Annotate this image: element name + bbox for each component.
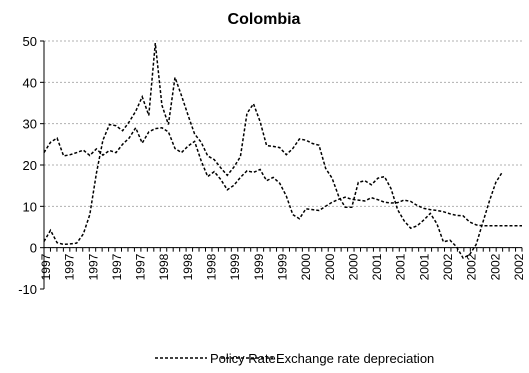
axes: -10 0 10 20 30 40 50 1997 1997 1997 1997 1997 1998 19… [18,34,526,297]
x-tick-label: 1999 [252,253,266,280]
x-tick-label: 2000 [346,253,360,280]
gridlines [44,40,522,249]
series-lines [43,43,522,259]
y-tick-label: 50 [23,34,37,49]
x-tick-label: 1998 [181,253,195,280]
x-tick-label: 2001 [370,253,384,280]
x-tick-label: 2002 [465,253,479,280]
series-line-exchange-rate-depreciation [43,43,504,259]
chart-title: Colombia [228,11,301,28]
x-tick-label: 1997 [86,253,100,280]
x-tick-label: 1997 [134,253,148,280]
legend-label-exchange-rate-depreciation: Exchange rate depreciation [276,351,434,366]
x-tick-label: 1998 [157,253,171,280]
y-tick-label: 30 [23,117,37,132]
y-tick-label: 40 [23,75,37,90]
x-tick-label: 1998 [205,253,219,280]
x-tick-label: 1997 [110,253,124,280]
x-tick-label: 2002 [441,253,455,280]
x-tick-label: 1999 [276,253,290,280]
y-tick-label: 20 [23,158,37,173]
x-tick-label: 1999 [228,253,242,280]
x-tick-label: 1997 [39,253,53,280]
x-tick-label: 1997 [63,253,77,280]
series-line-policy-rate [43,126,522,227]
x-tick-label: 2001 [417,253,431,280]
x-tick-label: 2001 [394,253,408,280]
y-tick-label: -10 [18,282,37,297]
x-tick-label: 2000 [299,253,313,280]
x-tick-label: 2002 [488,253,502,280]
x-tick-label: 2002 [512,253,526,280]
legend: Policy Rate Exchange rate depreciation [155,351,434,366]
x-tick-label: 2000 [323,253,337,280]
y-tick-label: 10 [23,199,37,214]
y-tick-label: 0 [30,241,37,256]
